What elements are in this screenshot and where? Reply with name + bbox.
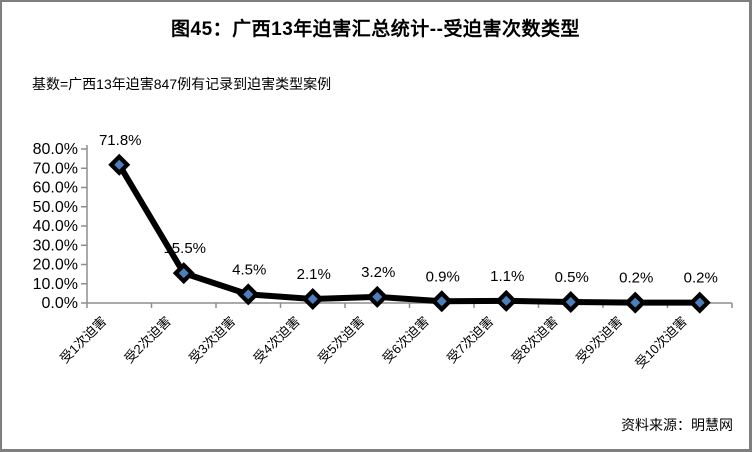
x-category-label: 受2次迫害 xyxy=(121,314,173,366)
chart-title: 图45：广西13年迫害汇总统计--受迫害次数类型 xyxy=(171,19,580,40)
x-category-label: 受7次迫害 xyxy=(444,314,496,366)
y-tick-label: 60.0% xyxy=(33,180,78,197)
data-point-marker-center xyxy=(114,159,125,170)
data-point-marker-center xyxy=(436,296,447,307)
y-tick-label: 70.0% xyxy=(33,160,78,177)
data-point-marker-center xyxy=(630,297,641,308)
y-tick-label: 80.0% xyxy=(33,141,78,158)
y-tick-label: 0.0% xyxy=(42,295,78,312)
source-note: 资料来源：明慧网 xyxy=(621,417,733,433)
x-category-label: 受6次迫害 xyxy=(379,314,431,366)
data-point-label: 1.1% xyxy=(490,268,524,285)
y-tick-label: 10.0% xyxy=(33,276,78,293)
data-point-marker-center xyxy=(565,297,576,308)
y-tick-label: 20.0% xyxy=(33,257,78,274)
data-point-marker-center xyxy=(372,291,383,302)
x-category-label: 受4次迫害 xyxy=(250,314,302,366)
x-category-label: 受5次迫害 xyxy=(315,314,367,366)
x-category-label: 受8次迫害 xyxy=(508,314,560,366)
y-tick-label: 40.0% xyxy=(33,218,78,235)
data-point-label: 0.5% xyxy=(555,269,589,286)
data-line xyxy=(116,161,703,306)
data-point-label: 0.2% xyxy=(684,270,718,287)
x-category-label: 受1次迫害 xyxy=(57,314,109,366)
chart-subtitle: 基数=广西13年迫害847例有记录到迫害类型案例 xyxy=(32,76,332,92)
data-point-marker-center xyxy=(307,293,318,304)
data-point-label: 71.8% xyxy=(99,132,142,149)
data-point-label: 4.5% xyxy=(232,261,266,278)
x-category-label: 受10次迫害 xyxy=(632,314,690,372)
data-point-label: 2.1% xyxy=(297,266,331,283)
data-point-marker-center xyxy=(178,268,189,279)
data-point-marker-center xyxy=(501,295,512,306)
y-tick-label: 30.0% xyxy=(33,237,78,254)
x-category-label: 受3次迫害 xyxy=(186,314,238,366)
x-category-label: 受9次迫害 xyxy=(573,314,625,366)
data-point-label: 3.2% xyxy=(361,264,395,281)
data-point-label: 0.9% xyxy=(426,268,460,285)
data-point-marker-center xyxy=(694,297,705,308)
data-point-label: 0.2% xyxy=(619,270,653,287)
y-tick-label: 50.0% xyxy=(33,199,78,216)
data-point-label: 15.5% xyxy=(163,240,206,257)
data-point-marker-center xyxy=(243,289,254,300)
